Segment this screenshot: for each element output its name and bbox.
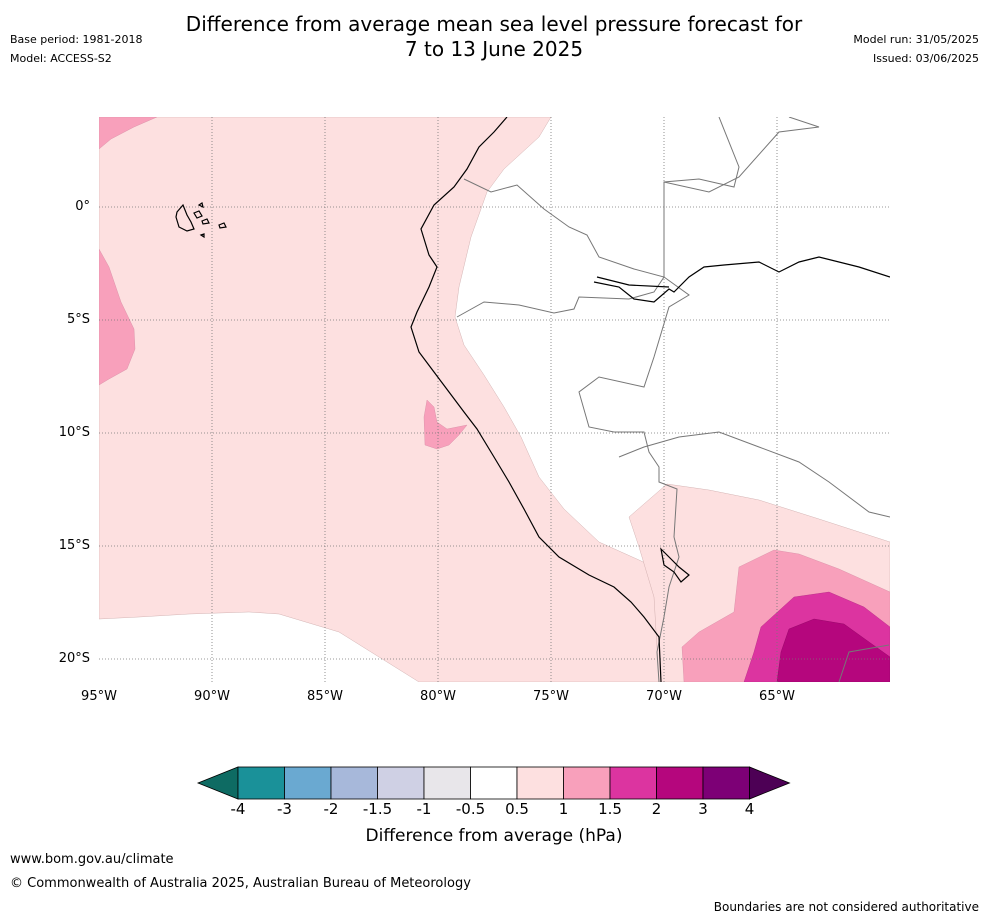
lon-label-90w: 90°W <box>194 689 230 704</box>
colorbar-swatch <box>516 766 564 800</box>
colorbar-tick-label: 2 <box>651 800 662 818</box>
anomaly-1-1.5-coastal <box>423 399 468 450</box>
boundaries-disclaimer: Boundaries are not considered authoritat… <box>713 900 979 914</box>
base-period-text: Base period: 1981-2018 <box>10 33 143 46</box>
lat-label-15s: 15°S <box>58 538 90 553</box>
lon-label-80w: 80°W <box>420 689 456 704</box>
colorbar-swatch <box>237 766 285 800</box>
colorbar-swatch <box>284 766 332 800</box>
graticule <box>99 117 890 682</box>
lon-label-75w: 75°W <box>533 689 569 704</box>
colorbar-tick-label: -2 <box>323 800 339 818</box>
map-title: Difference from average mean sea level p… <box>0 12 988 62</box>
title-line-2: 7 to 13 June 2025 <box>404 37 584 61</box>
colorbar-tick-label: -1 <box>416 800 432 818</box>
colorbar-tick-label: 3 <box>698 800 708 818</box>
title-line-1: Difference from average mean sea level p… <box>185 12 803 36</box>
colorbar-extend-high <box>749 766 791 800</box>
colorbar-title: Difference from average (hPa) <box>365 826 623 846</box>
colorbar-swatch <box>563 766 611 800</box>
colorbar-tick-label: 4 <box>744 800 755 818</box>
map-plot <box>99 117 890 682</box>
colorbar-extend-low <box>196 766 239 800</box>
colorbar <box>196 766 791 800</box>
anomaly-2-3 <box>776 618 890 682</box>
anomaly-1-1.5-nw <box>99 117 158 150</box>
colorbar-swatch <box>702 766 750 800</box>
lon-label-70w: 70°W <box>646 689 682 704</box>
lon-label-65w: 65°W <box>759 689 795 704</box>
colorbar-tick-label: 0.5 <box>505 800 529 818</box>
colorbar-swatch <box>470 766 518 800</box>
colorbar-swatch <box>609 766 657 800</box>
colorbar-swatch <box>330 766 378 800</box>
lon-label-95w: 95°W <box>81 689 117 704</box>
anomaly-1-1.5-west <box>99 248 136 386</box>
colorbar-tick-label: 1.5 <box>598 800 622 818</box>
lon-label-85w: 85°W <box>307 689 343 704</box>
issued-text: Issued: 03/06/2025 <box>872 52 979 65</box>
colorbar-tick-label: -0.5 <box>455 800 486 818</box>
galapagos-islands <box>175 202 227 239</box>
model-text: Model: ACCESS-S2 <box>10 52 112 65</box>
colorbar-swatch <box>656 766 704 800</box>
model-run-text: Model run: 31/05/2025 <box>853 33 979 46</box>
lat-label-0: 0° <box>75 199 90 214</box>
colorbar-swatch <box>423 766 471 800</box>
lat-label-10s: 10°S <box>58 425 90 440</box>
coastline <box>410 117 890 682</box>
copyright-text: © Commonwealth of Australia 2025, Austra… <box>10 876 471 891</box>
colorbar-tick-label: -3 <box>277 800 292 818</box>
lat-label-5s: 5°S <box>66 312 90 327</box>
bom-url: www.bom.gov.au/climate <box>10 852 174 867</box>
anomaly-0.5-1-ocean <box>99 117 665 682</box>
colorbar-tick-label: -1.5 <box>362 800 393 818</box>
lat-label-20s: 20°S <box>58 651 90 666</box>
colorbar-tick-label: -4 <box>230 800 246 818</box>
colorbar-tick-label: 1 <box>558 800 569 818</box>
country-borders <box>456 117 890 682</box>
colorbar-swatch <box>377 766 425 800</box>
